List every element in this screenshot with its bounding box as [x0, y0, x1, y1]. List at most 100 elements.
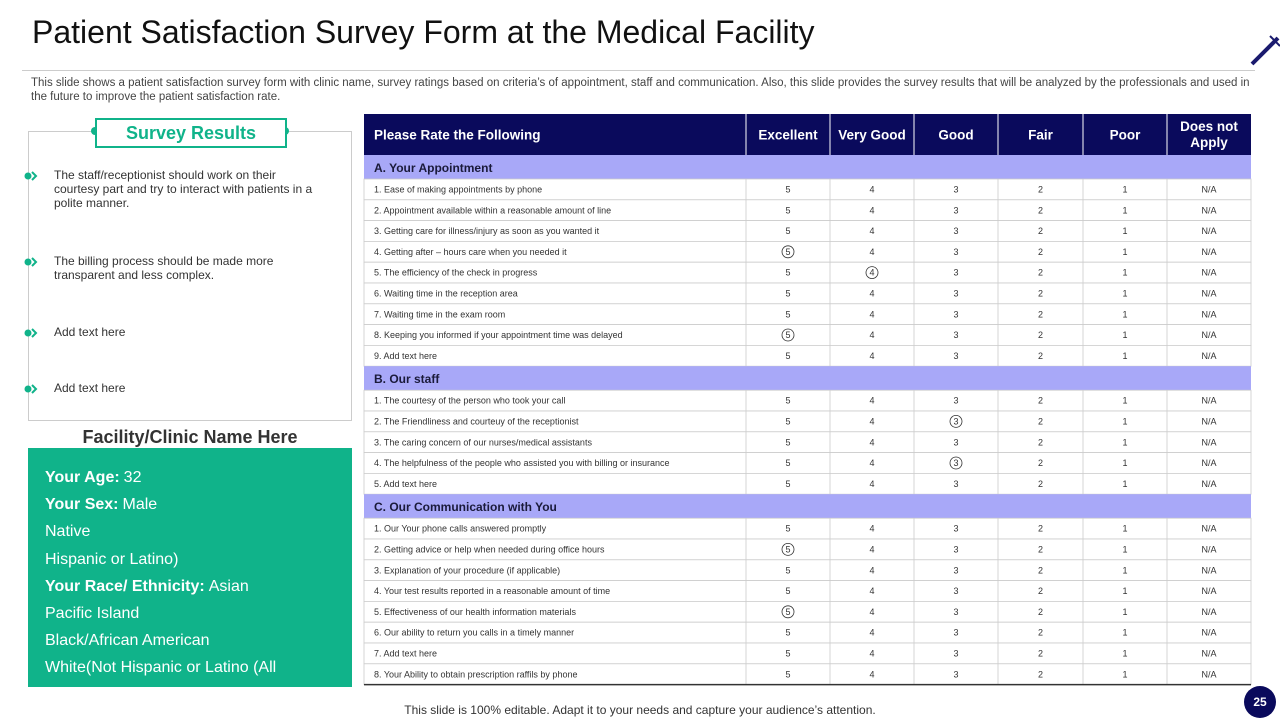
facility-line: Native [45, 523, 90, 541]
rating: 5 [785, 479, 790, 489]
row-label: 6. Waiting time in the reception area [374, 289, 518, 299]
rating: 5 [785, 289, 790, 299]
rating: 1 [1122, 205, 1127, 215]
row-label: 1. Our Your phone calls answered promptl… [374, 524, 547, 534]
survey-heading: Survey Results [95, 118, 287, 148]
facility-line: Your Age: 32 [45, 469, 141, 487]
selection-circle [865, 266, 879, 280]
rating: 3 [953, 479, 958, 489]
rating: 1 [1122, 607, 1127, 617]
row-label: 2. The Friendliness and courteuy of the … [374, 417, 579, 427]
rating: 5 [785, 458, 790, 468]
facility-line: Your Sex: Male [45, 496, 157, 514]
facility-name: Facility/Clinic Name Here [82, 427, 298, 447]
section-title: B. Our staff [374, 372, 440, 386]
rating: 1 [1122, 545, 1127, 555]
row-label: 3. Getting care for illness/injury as so… [374, 226, 600, 236]
rating: 4 [869, 396, 874, 406]
facility-line: Your Race/ Ethnicity: Asian [45, 578, 249, 596]
row-label: 5. Effectiveness of our health informati… [374, 607, 576, 617]
facility-box [28, 448, 352, 687]
rating: 1 [1122, 437, 1127, 447]
rating: 3 [953, 649, 958, 659]
rating: 5 [785, 247, 790, 257]
rating: 3 [953, 545, 958, 555]
bullet-icon [24, 328, 38, 338]
facility-value: Pacific Island [45, 605, 140, 622]
row-label: 9. Add text here [374, 351, 437, 361]
column-header: Fair [1028, 128, 1054, 143]
bullet-text: The billing process should be made more … [54, 254, 274, 282]
bullet-text: The staff/receptionist should work on th… [54, 168, 313, 210]
facility-label: Your Age: [45, 469, 120, 486]
rating: N/A [1201, 479, 1216, 489]
row-label: 6. Our ability to return you calls in a … [374, 628, 574, 638]
row-label: 1. Ease of making appointments by phone [374, 185, 542, 195]
rating: N/A [1201, 586, 1216, 596]
facility-value: Native [45, 523, 91, 541]
rating: 2 [1038, 565, 1043, 575]
column-header: Does not Apply [1180, 119, 1238, 150]
rating: 1 [1122, 586, 1127, 596]
syringe-icon [1250, 35, 1280, 66]
rating: 2 [1038, 479, 1043, 489]
rating: 3 [953, 417, 958, 427]
rating: 2 [1038, 417, 1043, 427]
facility-value: White(Not Hispanic or Latino (All [45, 659, 277, 677]
rating: 5 [785, 268, 790, 278]
rating: 4 [869, 628, 874, 638]
row-label: 1. The courtesy of the person who took y… [374, 396, 565, 406]
rating: 4 [869, 205, 874, 215]
column-header: Very Good [838, 128, 906, 143]
selection-circle [781, 245, 795, 259]
rating: N/A [1201, 417, 1216, 427]
footer: This slide is 100% editable. Adapt it to… [404, 703, 876, 717]
row-label: 4. The helpfulness of the people who ass… [374, 458, 670, 468]
rating: 5 [785, 649, 790, 659]
rating: 3 [953, 289, 958, 299]
rating: 4 [869, 479, 874, 489]
rating: 1 [1122, 458, 1127, 468]
rating: 3 [953, 226, 958, 236]
rating: 2 [1038, 607, 1043, 617]
rating: 3 [953, 309, 958, 319]
selection-circle [949, 456, 963, 470]
rating: N/A [1201, 458, 1216, 468]
facility-value: Black/African American [45, 632, 210, 650]
title: Patient Satisfaction Survey Form at the … [32, 14, 815, 50]
rating: 4 [869, 268, 874, 278]
rating: 2 [1038, 669, 1043, 679]
rating: 1 [1122, 330, 1127, 340]
column-header: Good [938, 128, 973, 143]
rating: 1 [1122, 396, 1127, 406]
rating: 4 [869, 607, 874, 617]
facility-line: Black/African American [45, 632, 210, 650]
rating: 4 [869, 351, 874, 361]
rating: N/A [1201, 309, 1216, 319]
rating: N/A [1201, 565, 1216, 575]
facility-label: Your Sex: [45, 496, 119, 514]
rating: 4 [869, 330, 874, 340]
section-title: C. Our Communication with You [374, 500, 557, 514]
rating: 2 [1038, 396, 1043, 406]
rating: 2 [1038, 628, 1043, 638]
row-bg [363, 472, 1252, 495]
rating: N/A [1201, 649, 1216, 659]
selection-circle [781, 543, 795, 556]
rating: 3 [953, 607, 958, 617]
rating: 1 [1122, 351, 1127, 361]
rating: N/A [1201, 289, 1216, 299]
row-label: 3. Explanation of your procedure (if app… [374, 565, 560, 575]
rating: 3 [953, 351, 958, 361]
rating: 5 [785, 396, 790, 406]
rating: 1 [1122, 309, 1127, 319]
rating: 2 [1038, 330, 1043, 340]
column-header: Excellent [758, 128, 818, 143]
row-label: 4. Getting after – hours care when you n… [374, 247, 567, 257]
rating: 4 [869, 649, 874, 659]
rating: 5 [785, 351, 790, 361]
facility-line: White(Not Hispanic or Latino (All [45, 659, 276, 677]
rating: N/A [1201, 524, 1216, 534]
